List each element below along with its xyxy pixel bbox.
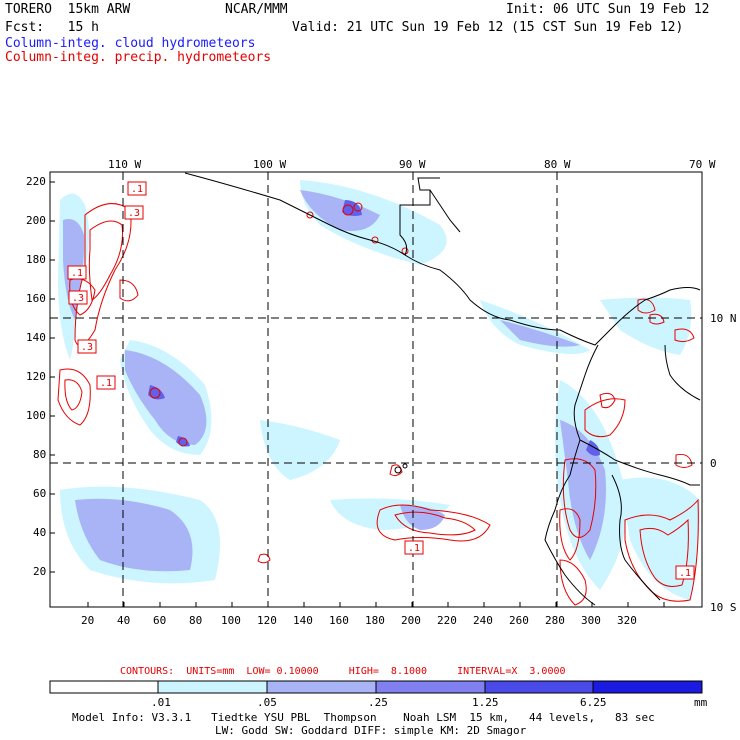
colorbar-tick: 6.25 [580, 696, 607, 709]
y-grid-label: 200 [26, 214, 46, 227]
colorbar-unit: mm [694, 696, 708, 709]
x-grid-label: 80 [189, 614, 203, 627]
y-grid-label: 140 [26, 331, 46, 344]
model-title: TORERO 15km ARW [5, 2, 131, 17]
colorbar-tick: .01 [151, 696, 171, 709]
legend-cloud: Column-integ. cloud hydrometeors [5, 36, 256, 51]
contour-label-box: .1 [67, 265, 87, 280]
x-grid-label: 40 [117, 614, 131, 627]
contour-label-box: .3 [124, 205, 144, 220]
tick-marks [50, 181, 665, 607]
svg-text:.1: .1 [100, 378, 112, 389]
svg-text:.1: .1 [71, 268, 83, 279]
cloud-shading [58, 180, 700, 600]
x-grid-label: 140 [293, 614, 313, 627]
svg-text:.3: .3 [128, 208, 140, 219]
lon-label: 110 W [108, 158, 142, 171]
forecast-hour: Fcst: 15 h [5, 20, 99, 35]
x-grid-label: 60 [153, 614, 167, 627]
colorbar-tick: .05 [257, 696, 277, 709]
x-grid-label: 300 [581, 614, 601, 627]
contour-labels: .1 .3 .1 .3 .3 .1 .1 .1 [67, 181, 695, 580]
svg-text:.3: .3 [72, 293, 84, 304]
x-grid-label: 20 [81, 614, 95, 627]
x-grid-label: 180 [365, 614, 385, 627]
contour-label-box: .3 [77, 339, 97, 354]
model-info-line1: Model Info: V3.3.1 Tiedtke YSU PBL Thomp… [72, 711, 655, 724]
lon-label: 90 W [399, 158, 426, 171]
y-grid-label: 220 [26, 175, 46, 188]
contour-label-box: .1 [675, 565, 695, 580]
lat-label: 10 S [710, 601, 737, 614]
y-grid-label: 40 [33, 526, 47, 539]
contour-label-box: .1 [404, 540, 424, 555]
x-grid-label: 160 [329, 614, 349, 627]
contour-label-box: .1 [127, 181, 147, 196]
y-grid-label: 60 [33, 487, 47, 500]
contour-label-box: .1 [96, 375, 116, 390]
x-grid-label: 100 [221, 614, 241, 627]
colorbar [49, 680, 703, 694]
svg-text:.1: .1 [408, 543, 420, 554]
legend-precip: Column-integ. precip. hydrometeors [5, 50, 272, 65]
x-grid-label: 220 [437, 614, 457, 627]
x-grid-label: 240 [473, 614, 493, 627]
valid-time: Valid: 21 UTC Sun 19 Feb 12 (15 CST Sun … [292, 20, 684, 35]
y-grid-label: 120 [26, 370, 46, 383]
colorbar-tick: 1.25 [472, 696, 499, 709]
y-grid-label: 180 [26, 253, 46, 266]
lat-label: 0 [710, 457, 717, 470]
svg-text:.1: .1 [679, 568, 691, 579]
y-grid-label: 80 [33, 448, 47, 461]
lat-label: 10 N [710, 312, 737, 325]
lon-label: 70 W [689, 158, 716, 171]
x-grid-label: 200 [401, 614, 421, 627]
x-grid-label: 280 [545, 614, 565, 627]
org-label: NCAR/MMM [225, 2, 288, 17]
y-grid-label: 160 [26, 292, 46, 305]
x-grid-label: 320 [617, 614, 637, 627]
colorbar-tick: .25 [368, 696, 388, 709]
y-grid-label: 20 [33, 565, 47, 578]
x-grid-label: 120 [257, 614, 277, 627]
model-info-line2: LW: Godd SW: Goddard DIFF: simple KM: 2D… [215, 724, 527, 737]
svg-text:.3: .3 [81, 342, 93, 353]
lon-label: 80 W [544, 158, 571, 171]
contour-label-box: .3 [68, 290, 88, 305]
lon-label: 100 W [253, 158, 287, 171]
x-grid-label: 260 [509, 614, 529, 627]
contours-info: CONTOURS: UNITS=mm LOW= 0.10000 HIGH= 8.… [120, 666, 566, 677]
coastlines [184, 172, 701, 606]
svg-text:.1: .1 [131, 184, 143, 195]
init-time: Init: 06 UTC Sun 19 Feb 12 [506, 2, 710, 17]
y-grid-label: 100 [26, 409, 46, 422]
grid-lines [50, 172, 702, 607]
